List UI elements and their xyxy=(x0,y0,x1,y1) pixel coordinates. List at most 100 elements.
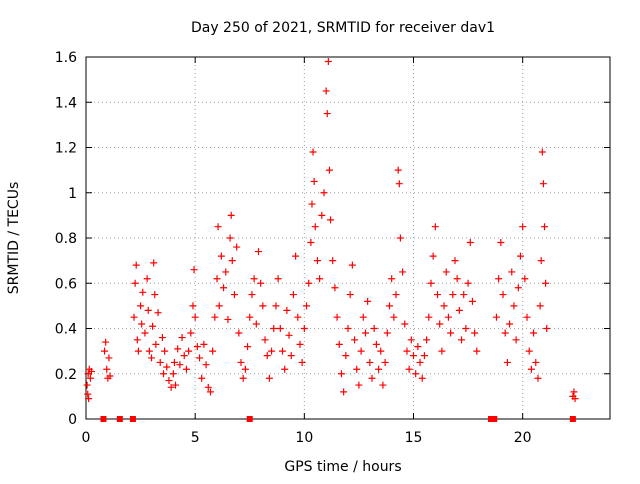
data-point xyxy=(527,365,535,373)
data-point xyxy=(257,279,265,287)
data-point xyxy=(206,388,214,396)
data-point xyxy=(250,275,258,283)
data-point xyxy=(198,374,206,382)
y-tick-label: 0.6 xyxy=(55,276,77,292)
data-point xyxy=(407,336,415,344)
data-point xyxy=(366,358,374,366)
labels: Day 250 of 2021, SRMTID for receiver dav… xyxy=(6,20,495,475)
data-point xyxy=(431,223,439,231)
data-point xyxy=(381,358,389,366)
data-point xyxy=(86,374,94,382)
y-tick-label: 1.6 xyxy=(55,50,77,66)
zero-marker xyxy=(569,416,576,422)
data-point xyxy=(425,313,433,321)
data-point xyxy=(537,257,545,265)
data-point xyxy=(412,370,420,378)
data-point xyxy=(420,352,428,360)
data-point xyxy=(440,302,448,310)
data-point xyxy=(272,302,280,310)
data-point xyxy=(283,306,291,314)
data-point xyxy=(506,320,514,328)
data-point xyxy=(464,279,472,287)
data-point xyxy=(311,223,319,231)
data-point xyxy=(335,340,343,348)
data-point xyxy=(351,336,359,344)
data-point xyxy=(270,325,278,332)
data-point xyxy=(516,252,524,260)
data-point xyxy=(254,248,262,256)
data-point xyxy=(246,313,254,321)
data-point xyxy=(213,275,221,283)
data-point xyxy=(344,325,352,332)
data-point xyxy=(252,320,260,328)
data-point xyxy=(385,302,393,310)
data-point xyxy=(357,347,365,355)
data-point xyxy=(523,313,531,321)
data-point xyxy=(248,291,256,299)
data-point xyxy=(224,315,232,323)
data-point xyxy=(508,268,516,276)
data-point xyxy=(340,388,348,396)
data-point xyxy=(460,291,468,299)
data-point xyxy=(403,347,411,355)
data-point xyxy=(510,302,518,310)
data-point xyxy=(215,302,223,310)
data-point xyxy=(187,329,195,337)
data-point xyxy=(468,297,476,305)
data-point xyxy=(233,243,241,251)
data-point xyxy=(444,313,452,321)
data-point xyxy=(396,234,404,242)
data-point xyxy=(399,268,407,276)
data-point xyxy=(163,363,171,371)
data-point xyxy=(294,313,302,321)
data-point xyxy=(239,374,247,382)
data-point xyxy=(355,381,363,389)
data-point xyxy=(182,365,190,373)
data-point xyxy=(202,361,210,369)
y-tick-label: 1.2 xyxy=(55,141,77,157)
y-tick-label: 0 xyxy=(68,412,77,428)
zero-marker xyxy=(129,416,136,422)
x-tick-label: 15 xyxy=(405,430,423,446)
zero-marker xyxy=(116,416,123,422)
data-point xyxy=(151,291,159,299)
data-point xyxy=(324,58,332,66)
data-point xyxy=(144,306,152,314)
data-point xyxy=(149,322,157,330)
data-point xyxy=(539,180,547,188)
y-tick-label: 1.4 xyxy=(55,95,77,111)
data-point xyxy=(455,306,463,314)
data-point xyxy=(209,347,217,355)
data-point xyxy=(492,313,500,321)
data-point xyxy=(320,189,328,197)
data-point xyxy=(543,325,551,332)
data-point xyxy=(214,223,222,231)
data-point xyxy=(503,358,511,366)
data-point xyxy=(160,370,168,378)
x-axis-label: GPS time / hours xyxy=(284,459,401,475)
data-point xyxy=(353,365,361,373)
data-point xyxy=(165,377,173,385)
data-point xyxy=(156,358,164,366)
data-point xyxy=(169,370,177,378)
x-tick-label: 20 xyxy=(514,430,532,446)
data-point xyxy=(244,343,252,351)
data-point xyxy=(217,252,225,260)
data-point xyxy=(211,313,219,321)
data-point xyxy=(453,275,461,283)
data-point xyxy=(536,302,544,310)
data-point xyxy=(361,329,369,337)
zero-marker xyxy=(491,416,498,422)
data-point xyxy=(497,239,505,247)
data-point xyxy=(174,345,182,353)
data-point xyxy=(189,302,197,310)
data-point xyxy=(538,148,546,156)
data-point xyxy=(134,347,142,355)
data-point xyxy=(141,329,149,337)
data-point xyxy=(429,252,437,260)
data-point xyxy=(449,291,457,299)
data-point xyxy=(300,325,308,332)
data-point xyxy=(193,343,201,351)
